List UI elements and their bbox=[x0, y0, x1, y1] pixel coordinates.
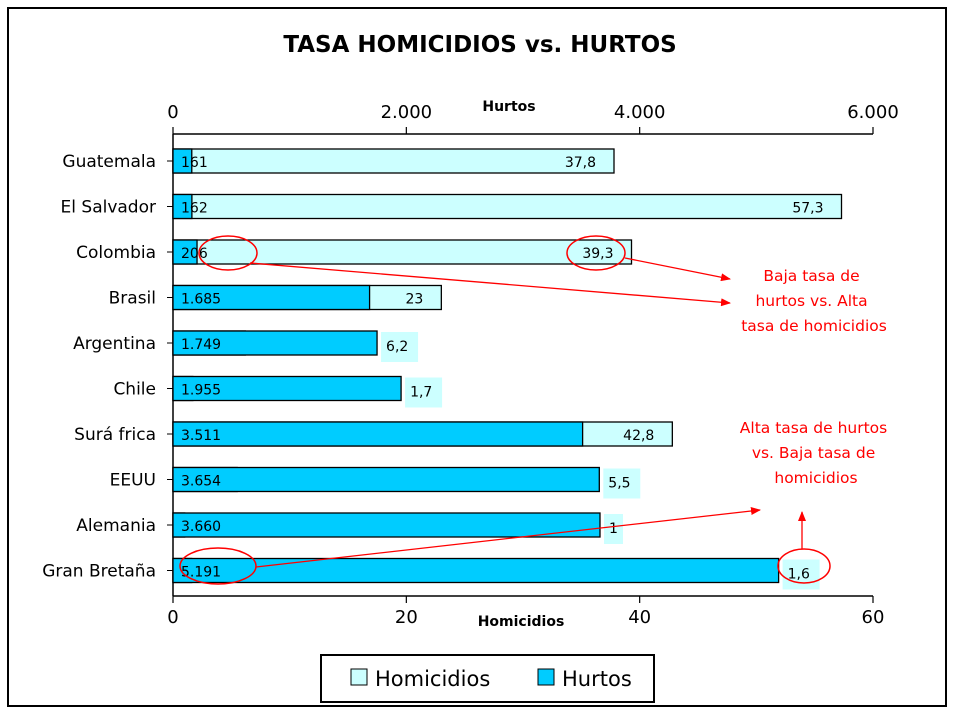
legend-label-homicidios: Homicidios bbox=[375, 667, 490, 691]
label-hurtos: 3.654 bbox=[181, 474, 221, 490]
annotation-2: Alta tasa de hurtos vs. Baja tasa de hom… bbox=[740, 419, 892, 487]
annotation-2-line-1: Alta tasa de hurtos bbox=[740, 419, 887, 437]
label-homicidios: 1 bbox=[609, 521, 618, 537]
legend-swatch-hurtos bbox=[537, 668, 555, 686]
label-homicidios-background bbox=[604, 514, 623, 544]
label-homicidios-background bbox=[782, 559, 820, 590]
highlight-colombia-homicidios bbox=[566, 235, 626, 271]
annotation-1: Baja tasa de hurtos vs. Alta tasa de hom… bbox=[741, 267, 887, 335]
legend: Homicidios Hurtos bbox=[320, 654, 655, 703]
category-label: EEUU bbox=[110, 471, 156, 491]
label-homicidios-background bbox=[381, 332, 419, 362]
label-homicidios: 39,3 bbox=[582, 246, 613, 262]
label-hurtos: 206 bbox=[181, 246, 208, 262]
bar-homicidios bbox=[172, 193, 843, 220]
top-tick-label: 4.000 bbox=[614, 102, 666, 123]
category-labels: Guatemala El Salvador Colombia Brasil Argent… bbox=[42, 152, 173, 582]
label-homicidios: 42,8 bbox=[623, 428, 654, 444]
category-label: Chile bbox=[113, 380, 156, 400]
top-tick-label: 6.000 bbox=[847, 102, 899, 123]
top-tick-label: 0 bbox=[167, 102, 178, 123]
bar-hurtos bbox=[172, 375, 402, 402]
label-homicidios: 6,2 bbox=[386, 339, 408, 355]
chart-title: TASA HOMICIDIOS vs. HURTOS bbox=[283, 32, 676, 58]
label-homicidios: 57,3 bbox=[792, 201, 823, 217]
bottom-axis: 0 20 40 60 bbox=[167, 595, 885, 628]
label-hurtos: 161 bbox=[181, 155, 208, 171]
legend-label-hurtos: Hurtos bbox=[562, 667, 632, 691]
label-hurtos: 162 bbox=[181, 201, 208, 217]
label-hurtos: 1.685 bbox=[181, 292, 221, 308]
arrow-1 bbox=[624, 257, 731, 282]
bottom-tick-label: 20 bbox=[395, 607, 418, 628]
highlight-gb-hurtos bbox=[179, 547, 257, 585]
arrow-3 bbox=[255, 507, 761, 568]
annotation-1-line-2: hurtos vs. Alta bbox=[755, 292, 867, 310]
highlight-colombia-hurtos bbox=[198, 235, 258, 271]
bar-hurtos bbox=[172, 421, 584, 447]
arrow-2 bbox=[249, 262, 731, 307]
annotation-2-line-3: homicidios bbox=[774, 469, 857, 487]
bottom-tick-label: 40 bbox=[628, 607, 651, 628]
top-tick-label: 2.000 bbox=[381, 102, 433, 123]
bar-hurtos bbox=[172, 557, 780, 584]
bar-hurtos bbox=[172, 512, 601, 538]
label-homicidios: 1,7 bbox=[410, 385, 432, 401]
label-hurtos: 3.511 bbox=[181, 428, 221, 444]
category-label: Argentina bbox=[73, 334, 156, 354]
category-label: Surá frica bbox=[74, 425, 156, 445]
category-label: Guatemala bbox=[62, 152, 156, 172]
label-hurtos: 5.191 bbox=[181, 565, 221, 581]
chart-frame bbox=[7, 7, 947, 707]
bottom-tick-label: 60 bbox=[862, 607, 885, 628]
annotation-1-line-1: Baja tasa de bbox=[763, 267, 859, 285]
bottom-tick-label: 0 bbox=[167, 607, 178, 628]
annotation-2-line-2: vs. Baja tasa de bbox=[752, 444, 875, 462]
bottom-axis-label: Homicidios bbox=[478, 614, 565, 630]
category-label: El Salvador bbox=[61, 198, 156, 218]
category-label: Colombia bbox=[76, 243, 156, 263]
label-hurtos: 1.749 bbox=[181, 337, 221, 353]
annotation-1-line-3: tasa de homicidios bbox=[741, 317, 887, 335]
label-homicidios-background bbox=[405, 377, 443, 408]
category-label: Brasil bbox=[109, 289, 156, 309]
label-homicidios: 5,5 bbox=[608, 476, 630, 492]
legend-box bbox=[320, 654, 655, 703]
bar-homicidios bbox=[172, 148, 615, 174]
label-hurtos: 3.660 bbox=[181, 519, 221, 535]
highlight-gb-homicidios bbox=[777, 548, 831, 584]
label-hurtos: 1.955 bbox=[181, 383, 221, 399]
bar-hurtos bbox=[172, 239, 198, 265]
label-homicidios: 1,6 bbox=[788, 567, 810, 583]
legend-swatch-homicidios bbox=[350, 668, 368, 686]
category-label: Alemania bbox=[76, 516, 156, 536]
top-axis-label: Hurtos bbox=[482, 99, 535, 115]
bars-group: 161 37,8 162 57,3 206 39,3 1.685 23 1.749 6,2 1.95… bbox=[172, 148, 843, 590]
bar-homicidios bbox=[172, 239, 633, 265]
label-homicidios: 37,8 bbox=[565, 155, 596, 171]
label-homicidios-background bbox=[603, 468, 641, 499]
bar-hurtos bbox=[172, 466, 600, 493]
category-label: Gran Bretaña bbox=[42, 562, 156, 582]
label-homicidios: 23 bbox=[406, 292, 424, 308]
